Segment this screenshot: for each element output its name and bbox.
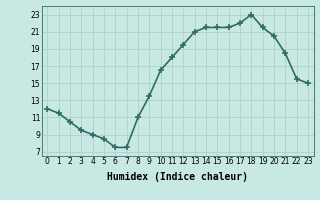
X-axis label: Humidex (Indice chaleur): Humidex (Indice chaleur) — [107, 172, 248, 182]
